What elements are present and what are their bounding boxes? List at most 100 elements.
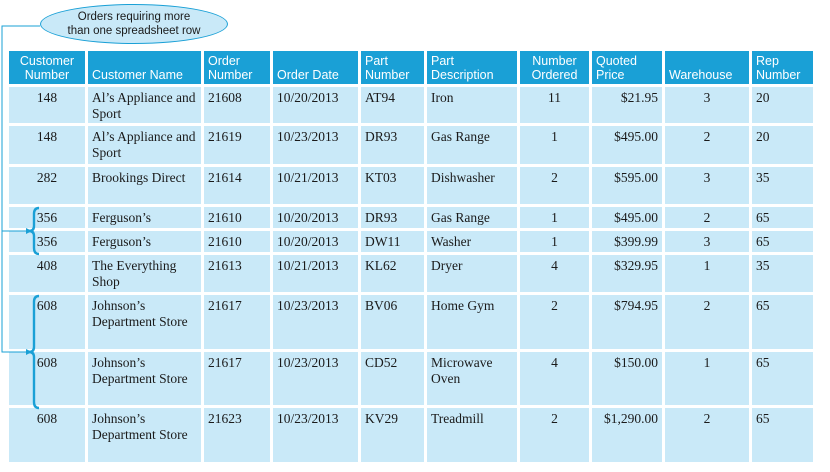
- table-row: 608 Johnson’s Department Store 21617 10/23/…: [9, 352, 813, 405]
- cell-part-description: Treadmill: [427, 408, 517, 462]
- cell-customer-name: Johnson’s Department Store: [88, 352, 201, 405]
- header-order-date: Order Date: [273, 51, 358, 84]
- header-part-description: Part Description: [427, 51, 517, 84]
- table-row: 148 Al’s Appliance and Sport 21608 10/20/20…: [9, 87, 813, 123]
- cell-part-description: Microwave Oven: [427, 352, 517, 405]
- table-row: 282 Brookings Direct 21614 10/21/2013 KT03 Di…: [9, 167, 813, 204]
- cell-number-ordered: 2: [520, 295, 589, 349]
- cell-order-number: 21623: [204, 408, 270, 462]
- cell-order-number: 21610: [204, 231, 270, 252]
- table-row: 608 Johnson’s Department Store 21617 10/23/…: [9, 295, 813, 349]
- cell-part-number: KT03: [361, 167, 424, 204]
- cell-customer-name: Johnson’s Department Store: [88, 295, 201, 349]
- cell-number-ordered: 2: [520, 408, 589, 462]
- cell-customer-number: 608: [9, 295, 85, 349]
- cell-customer-number: 282: [9, 167, 85, 204]
- callout-text-line-2: than one spreadsheet row: [67, 25, 201, 37]
- cell-number-ordered: 1: [520, 231, 589, 252]
- cell-part-description: Dishwasher: [427, 167, 517, 204]
- cell-customer-number: 608: [9, 408, 85, 462]
- cell-customer-number: 356: [9, 231, 85, 252]
- cell-warehouse: 2: [665, 126, 749, 164]
- cell-warehouse: 1: [665, 255, 749, 292]
- cell-rep-number: 65: [752, 231, 813, 252]
- cell-part-description: Gas Range: [427, 126, 517, 164]
- header-customer-name: Customer Name: [88, 51, 201, 84]
- cell-quoted-price: $1,290.00: [592, 408, 662, 462]
- cell-part-description: Home Gym: [427, 295, 517, 349]
- cell-quoted-price: $399.99: [592, 231, 662, 252]
- table-row: 148 Al’s Appliance and Sport 21619 10/23/20…: [9, 126, 813, 164]
- cell-customer-name: The Everything Shop: [88, 255, 201, 292]
- cell-customer-number: 148: [9, 126, 85, 164]
- cell-customer-name: Al’s Appliance and Sport: [88, 87, 201, 123]
- cell-customer-number: 356: [9, 207, 85, 228]
- cell-quoted-price: $329.95: [592, 255, 662, 292]
- cell-part-number: CD52: [361, 352, 424, 405]
- cell-customer-name: Al’s Appliance and Sport: [88, 126, 201, 164]
- cell-order-date: 10/21/2013: [273, 255, 358, 292]
- cell-quoted-price: $495.00: [592, 207, 662, 228]
- cell-customer-name: Ferguson’s: [88, 231, 201, 252]
- table-body: 148 Al’s Appliance and Sport 21608 10/20/20…: [9, 87, 813, 462]
- cell-rep-number: 65: [752, 295, 813, 349]
- cell-order-number: 21614: [204, 167, 270, 204]
- cell-quoted-price: $794.95: [592, 295, 662, 349]
- header-order-number: Order Number: [204, 51, 270, 84]
- cell-number-ordered: 11: [520, 87, 589, 123]
- header-customer-number: Customer Number: [9, 51, 85, 84]
- cell-rep-number: 20: [752, 126, 813, 164]
- cell-quoted-price: $595.00: [592, 167, 662, 204]
- cell-part-description: Washer: [427, 231, 517, 252]
- cell-rep-number: 35: [752, 255, 813, 292]
- cell-order-number: 21617: [204, 352, 270, 405]
- cell-order-date: 10/23/2013: [273, 295, 358, 349]
- cell-part-description: Gas Range: [427, 207, 517, 228]
- cell-rep-number: 65: [752, 207, 813, 228]
- cell-customer-name: Brookings Direct: [88, 167, 201, 204]
- header-part-number: Part Number: [361, 51, 424, 84]
- table-row: 408 The Everything Shop 21613 10/21/2013 KL6…: [9, 255, 813, 292]
- cell-order-number: 21608: [204, 87, 270, 123]
- cell-customer-number: 408: [9, 255, 85, 292]
- cell-order-date: 10/21/2013: [273, 167, 358, 204]
- cell-customer-name: Johnson’s Department Store: [88, 408, 201, 462]
- header-number-ordered: Number Ordered: [520, 51, 589, 84]
- cell-order-number: 21613: [204, 255, 270, 292]
- cell-order-date: 10/23/2013: [273, 408, 358, 462]
- cell-rep-number: 65: [752, 408, 813, 462]
- cell-number-ordered: 4: [520, 352, 589, 405]
- cell-warehouse: 1: [665, 352, 749, 405]
- cell-quoted-price: $150.00: [592, 352, 662, 405]
- cell-number-ordered: 2: [520, 167, 589, 204]
- cell-warehouse: 3: [665, 87, 749, 123]
- cell-rep-number: 65: [752, 352, 813, 405]
- cell-order-number: 21610: [204, 207, 270, 228]
- cell-quoted-price: $21.95: [592, 87, 662, 123]
- callout-bubble: Orders requiring more than one spreadshe…: [40, 4, 228, 44]
- cell-part-number: DR93: [361, 126, 424, 164]
- cell-part-number: KL62: [361, 255, 424, 292]
- cell-warehouse: 2: [665, 207, 749, 228]
- cell-order-date: 10/20/2013: [273, 207, 358, 228]
- cell-quoted-price: $495.00: [592, 126, 662, 164]
- cell-order-number: 21619: [204, 126, 270, 164]
- table-row: 356 Ferguson’s 21610 10/20/2013 DW11 Washer 1 $…: [9, 231, 813, 252]
- cell-order-date: 10/23/2013: [273, 126, 358, 164]
- callout-text-line-1: Orders requiring more: [77, 11, 191, 23]
- header-warehouse: Warehouse: [665, 51, 749, 84]
- cell-part-number: AT94: [361, 87, 424, 123]
- header-row: Customer Number Customer Name Order Numb…: [9, 51, 813, 84]
- cell-order-date: 10/20/2013: [273, 231, 358, 252]
- cell-part-number: DR93: [361, 207, 424, 228]
- cell-order-date: 10/23/2013: [273, 352, 358, 405]
- header-rep-number: Rep Number: [752, 51, 813, 84]
- cell-warehouse: 3: [665, 231, 749, 252]
- orders-table: Customer Number Customer Name Order Numb…: [6, 48, 816, 465]
- cell-rep-number: 35: [752, 167, 813, 204]
- cell-number-ordered: 4: [520, 255, 589, 292]
- cell-warehouse: 2: [665, 295, 749, 349]
- cell-part-number: DW11: [361, 231, 424, 252]
- cell-part-number: BV06: [361, 295, 424, 349]
- cell-number-ordered: 1: [520, 126, 589, 164]
